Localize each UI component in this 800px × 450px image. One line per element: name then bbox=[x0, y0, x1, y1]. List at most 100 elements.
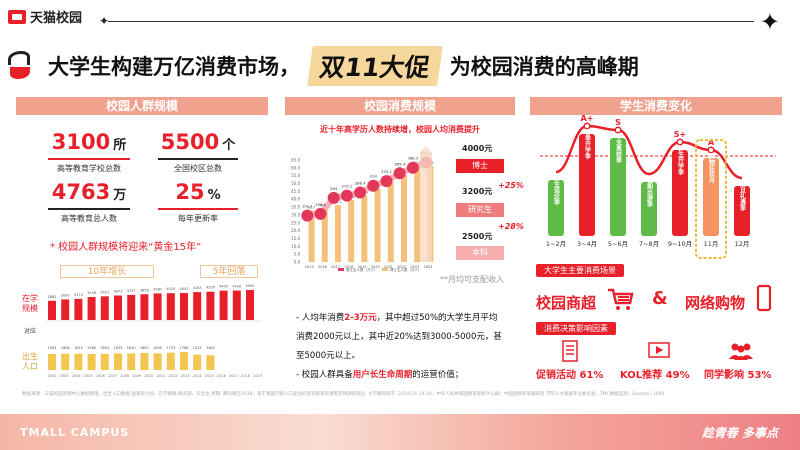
stat-students: 4763 万 高等教育总人数 bbox=[48, 180, 130, 224]
trend-point bbox=[614, 126, 622, 134]
births-bar bbox=[127, 353, 136, 370]
enrolled-value: 3859 bbox=[140, 288, 149, 292]
season-bar bbox=[610, 138, 626, 236]
x-tick-label: 2022 bbox=[397, 265, 406, 269]
title-part1: 大学生构建万亿消费市场， bbox=[48, 55, 300, 79]
births-bar bbox=[193, 354, 202, 370]
people-group-icon bbox=[729, 343, 753, 360]
panel-heading-population: 校园人群规模 bbox=[16, 97, 268, 115]
grade-label: A bbox=[708, 138, 715, 147]
enrolled-value: 4183 bbox=[193, 286, 202, 290]
y-tick-label: 65.0 bbox=[291, 158, 300, 163]
y-tick-label: 20.0 bbox=[291, 228, 300, 233]
factor-peers: 同学影响 53% bbox=[704, 370, 772, 381]
y-tick-label: 15.0 bbox=[291, 236, 300, 241]
x-tick-label: 2023 bbox=[410, 265, 419, 269]
month-label: 5~6月 bbox=[608, 240, 628, 248]
master-value: 264 bbox=[330, 186, 338, 191]
stat-value: 4763 bbox=[51, 180, 111, 204]
degree-tag-bachelor: 本科 bbox=[456, 246, 504, 260]
enrolled-value: 3987 bbox=[153, 287, 162, 291]
stat-unit: 万 bbox=[113, 188, 127, 203]
stat-value: 25 bbox=[175, 180, 205, 204]
master-value: 191.1 bbox=[302, 204, 313, 209]
sparkle-icon: ✦ bbox=[99, 14, 110, 28]
master-value: 286.4 bbox=[355, 180, 366, 185]
season-bar-label: 购物狂欢月 bbox=[708, 152, 716, 184]
master-point bbox=[367, 179, 380, 192]
master-value: 314 bbox=[370, 174, 378, 179]
enrolled-value: 4047 bbox=[180, 287, 189, 291]
kol-video-icon bbox=[648, 342, 670, 358]
season-bar-label: 毕业离校季 bbox=[615, 132, 623, 164]
births-value: 1640 bbox=[127, 346, 136, 350]
enrolled-value: 2883 bbox=[48, 295, 57, 299]
stat-value: 5500 bbox=[160, 130, 220, 154]
stat-unit: 所 bbox=[113, 138, 127, 153]
year-label: 2013 bbox=[181, 374, 190, 378]
degree-value-master: 3200元 bbox=[462, 187, 493, 196]
year-label: 2012 bbox=[169, 374, 178, 378]
year-label: 2007 bbox=[108, 374, 117, 378]
factor-promotion: 促销活动 61% bbox=[536, 370, 604, 381]
month-label: 7~8月 bbox=[639, 240, 659, 248]
golden-15-note: * 校园人群规模将迎来“黄金15年” bbox=[50, 242, 202, 253]
data-source: 数据来源：天猫校园营销中心数据整理、出生人口数据-国家统计局、在学规模-教育部、… bbox=[22, 392, 665, 397]
enrolled-bar bbox=[193, 292, 202, 320]
x-tick-label: 2015 bbox=[305, 265, 314, 269]
footer-brand: TMALL CAMPUS bbox=[20, 426, 130, 439]
enrolled-value: 3174 bbox=[74, 293, 84, 297]
births-value: 1584 bbox=[48, 346, 58, 350]
enrolled-value: 4239 bbox=[206, 286, 215, 290]
y-tick-label: 50.0 bbox=[291, 181, 300, 186]
master-point bbox=[327, 191, 340, 204]
master-value: 365.4 bbox=[394, 161, 405, 166]
master-trend-band bbox=[306, 159, 428, 219]
y-tick-label: 55.0 bbox=[291, 173, 300, 178]
season-bar bbox=[703, 158, 719, 236]
x-tick-label: 2017 bbox=[331, 265, 340, 269]
x-tick-label: 2016 bbox=[318, 265, 327, 269]
legend-master: 硕士生人数（万人） bbox=[346, 267, 378, 272]
consumption-subtitle: 近十年高学历人数持续增，校园人均消费提升 bbox=[320, 125, 480, 134]
master-point bbox=[301, 209, 314, 222]
trend-point bbox=[676, 138, 684, 146]
phd-bar bbox=[414, 165, 421, 262]
y-tick-label: 45.0 bbox=[291, 189, 300, 194]
births-bar bbox=[153, 353, 162, 370]
text-segment: - 人均年消费 bbox=[296, 313, 345, 323]
smartphone-icon bbox=[756, 284, 772, 312]
births-value: 1687 bbox=[140, 346, 149, 350]
label-births: 出生人口 bbox=[22, 352, 38, 371]
highlight-box bbox=[695, 139, 727, 259]
x-tick-label: 2024 bbox=[424, 265, 434, 269]
degree-pct-master: +28% bbox=[498, 222, 524, 231]
enrolled-bar bbox=[48, 300, 56, 320]
grade-label: S bbox=[615, 118, 621, 127]
enrolled-bar bbox=[180, 293, 188, 320]
season-bar-label: 新生适应季 bbox=[553, 174, 561, 206]
header-divider bbox=[108, 21, 754, 22]
enrolled-bar bbox=[127, 294, 136, 320]
stat-renewal: 25% 每年更新率 bbox=[158, 180, 238, 224]
enrolled-value: 3757 bbox=[127, 289, 136, 293]
enrolled-bar bbox=[219, 290, 228, 320]
phd-bar bbox=[321, 208, 328, 262]
degree-tag-phd: 博士 bbox=[456, 159, 504, 173]
grade-label: A+ bbox=[581, 114, 594, 123]
year-label: 2002 bbox=[48, 374, 57, 378]
year-label: 2005 bbox=[84, 374, 93, 378]
births-bar bbox=[206, 355, 215, 370]
enrolled-bar bbox=[100, 296, 109, 320]
year-label: 2019 bbox=[253, 374, 262, 378]
text-line: 至5000元以上。 bbox=[296, 351, 361, 361]
label-compare: 对应 bbox=[23, 328, 36, 335]
logo-text: 天猫校园 bbox=[30, 11, 83, 26]
enrolled-bar bbox=[87, 297, 96, 320]
x-tick-label: 2018 bbox=[344, 265, 353, 269]
scene-campus-store: 校园商超 bbox=[536, 294, 597, 312]
year-label: 2016 bbox=[217, 374, 226, 378]
degree-tag-master: 研究生 bbox=[456, 203, 504, 217]
